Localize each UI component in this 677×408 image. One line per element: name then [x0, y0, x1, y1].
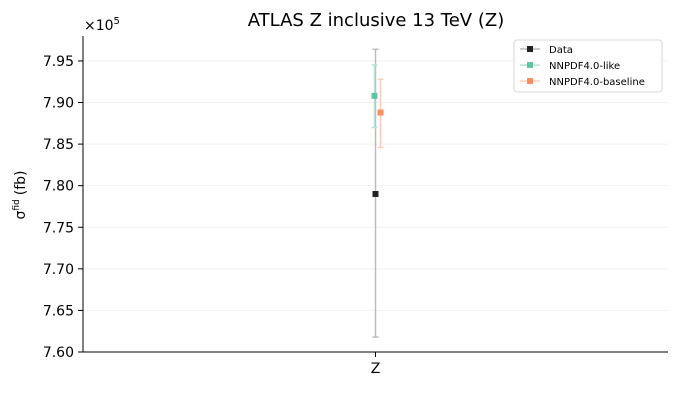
y-tick-label: 7.60	[43, 345, 74, 361]
legend-marker	[527, 62, 533, 68]
y-axis-symbol: σ	[13, 211, 29, 220]
chart-title: ATLAS Z inclusive 13 TeV (Z)	[248, 10, 504, 31]
data-points	[371, 92, 384, 197]
legend-marker	[527, 46, 533, 52]
data-point	[372, 191, 379, 197]
y-tick-label: 7.75	[43, 220, 74, 236]
legend-box	[513, 39, 663, 93]
y-axis-superscript: fid	[12, 199, 22, 210]
y-tick-label: 7.95	[43, 54, 74, 70]
y-axis-unit: (fb)	[13, 170, 29, 195]
data-point	[371, 92, 378, 99]
x-tick-label: Z	[371, 361, 381, 377]
y-multiplier-base: ×10	[84, 18, 114, 34]
y-axis-multiplier: ×105	[84, 16, 120, 34]
y-tick-label: 7.70	[43, 262, 74, 278]
y-tick-label: 7.90	[43, 96, 74, 112]
legend-label: NNPDF4.0-baseline	[549, 77, 645, 88]
y-multiplier-exponent: 5	[114, 16, 120, 27]
legend: Data NNPDF4.0-like NNPDF4.0-baseline	[513, 39, 663, 93]
y-ticks: 7.60 7.65 7.70 7.75 7.80 7.85 7.90 7.95	[43, 54, 83, 361]
y-tick-label: 7.85	[43, 137, 74, 153]
legend-label: Data	[549, 45, 573, 56]
legend-label: NNPDF4.0-like	[549, 61, 620, 72]
y-tick-label: 7.65	[43, 303, 74, 319]
y-tick-label: 7.80	[43, 179, 74, 195]
data-point	[377, 109, 384, 116]
y-axis-label: σfid (fb)	[12, 170, 29, 219]
legend-marker	[527, 78, 533, 84]
x-ticks: Z	[371, 352, 381, 377]
